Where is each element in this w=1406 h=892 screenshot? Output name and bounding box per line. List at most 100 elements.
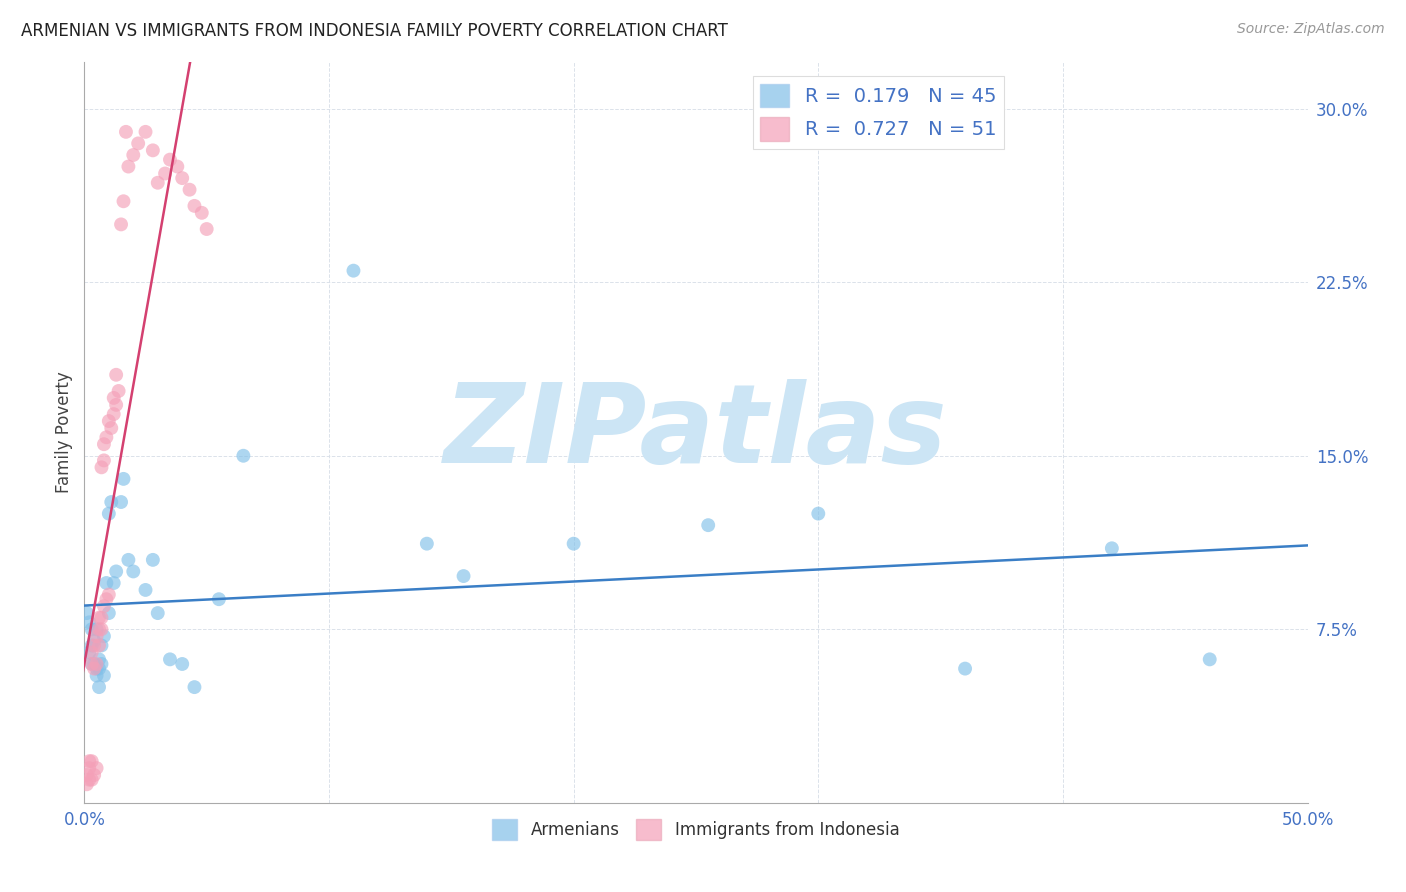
Point [93, 437, 115, 451]
Point [77, 645, 100, 659]
Point [80, 639, 103, 653]
Point [77, 772, 100, 787]
Point [80, 754, 103, 768]
Point [96, 430, 118, 444]
Point [80, 657, 103, 671]
Point [87, 622, 110, 636]
Point [86, 668, 108, 682]
Point [122, 565, 145, 579]
Point [105, 565, 128, 579]
Point [83, 639, 105, 653]
Text: ZIPatlas: ZIPatlas [444, 379, 948, 486]
Point [93, 453, 115, 467]
Point [807, 507, 830, 521]
Point [110, 218, 132, 232]
Point [117, 553, 139, 567]
Point [208, 592, 231, 607]
Point [77, 761, 100, 775]
Point [76, 606, 98, 620]
Point [83, 768, 105, 782]
Point [195, 222, 218, 236]
Point [80, 645, 103, 659]
Point [93, 629, 115, 643]
Point [697, 518, 720, 533]
Point [80, 772, 103, 787]
Point [1198, 652, 1220, 666]
Point [90, 622, 112, 636]
Point [105, 398, 128, 412]
Point [97, 588, 120, 602]
Point [103, 391, 125, 405]
Legend: Armenians, Immigrants from Indonesia: Armenians, Immigrants from Indonesia [485, 813, 907, 847]
Point [112, 194, 135, 209]
Point [142, 144, 165, 158]
Point [112, 472, 135, 486]
Point [172, 657, 194, 671]
Text: ARMENIAN VS IMMIGRANTS FROM INDONESIA FAMILY POVERTY CORRELATION CHART: ARMENIAN VS IMMIGRANTS FROM INDONESIA FA… [21, 22, 728, 40]
Point [86, 657, 108, 671]
Point [159, 652, 181, 666]
Point [146, 176, 169, 190]
Point [115, 125, 138, 139]
Point [90, 639, 112, 653]
Point [87, 652, 110, 666]
Point [172, 171, 194, 186]
Point [90, 460, 112, 475]
Point [80, 622, 103, 636]
Point [1101, 541, 1123, 556]
Point [76, 777, 98, 791]
Point [342, 263, 364, 277]
Point [416, 536, 439, 550]
Point [83, 657, 105, 671]
Point [135, 125, 157, 139]
Point [105, 368, 128, 382]
Y-axis label: Family Poverty: Family Poverty [55, 372, 73, 493]
Point [93, 599, 115, 614]
Point [142, 553, 165, 567]
Point [77, 615, 100, 630]
Point [117, 160, 139, 174]
Point [86, 761, 108, 775]
Point [122, 148, 145, 162]
Point [90, 657, 112, 671]
Point [87, 639, 110, 653]
Point [77, 754, 100, 768]
Point [96, 576, 118, 591]
Point [183, 680, 205, 694]
Point [127, 136, 149, 151]
Point [166, 160, 188, 174]
Point [953, 662, 976, 676]
Point [159, 153, 181, 167]
Point [97, 507, 120, 521]
Point [146, 606, 169, 620]
Point [86, 662, 108, 676]
Point [83, 633, 105, 648]
Point [100, 495, 122, 509]
Point [153, 166, 176, 180]
Point [87, 610, 110, 624]
Point [179, 183, 201, 197]
Point [87, 680, 110, 694]
Point [86, 629, 108, 643]
Point [83, 662, 105, 676]
Text: Source: ZipAtlas.com: Source: ZipAtlas.com [1237, 22, 1385, 37]
Point [86, 622, 108, 636]
Point [107, 384, 129, 398]
Point [103, 576, 125, 591]
Point [97, 414, 120, 428]
Point [76, 768, 98, 782]
Point [80, 657, 103, 671]
Point [103, 407, 125, 421]
Point [96, 592, 118, 607]
Point [453, 569, 475, 583]
Point [135, 582, 157, 597]
Point [110, 495, 132, 509]
Point [97, 606, 120, 620]
Point [562, 536, 585, 550]
Point [183, 199, 205, 213]
Point [90, 610, 112, 624]
Point [93, 668, 115, 682]
Point [87, 662, 110, 676]
Point [100, 421, 122, 435]
Point [232, 449, 254, 463]
